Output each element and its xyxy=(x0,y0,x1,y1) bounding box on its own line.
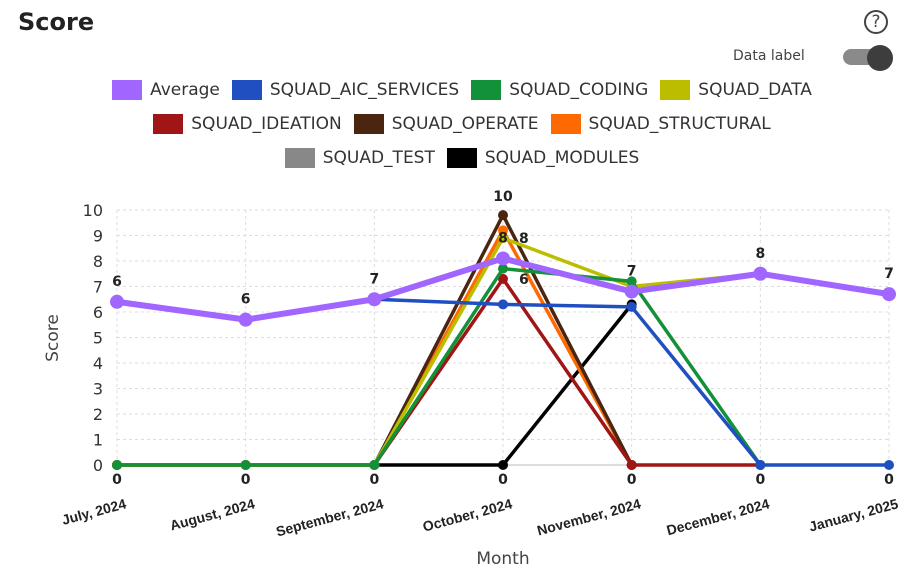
data-label: 7 xyxy=(884,266,894,282)
y-tick-label: 7 xyxy=(93,278,103,297)
legend-label: SQUAD_DATA xyxy=(698,80,812,100)
toggle-knob xyxy=(867,45,893,71)
legend-label: SQUAD_TEST xyxy=(322,148,435,168)
series-line-squad_ideation xyxy=(117,277,761,467)
legend-item[interactable]: SQUAD_AIC_SERVICES xyxy=(231,80,460,100)
zero-data-label: 0 xyxy=(112,472,122,488)
data-label-toggle[interactable] xyxy=(841,45,893,71)
data-point xyxy=(369,460,380,470)
data-point xyxy=(626,276,637,287)
chart-title: Score xyxy=(18,8,95,36)
data-point xyxy=(112,460,122,470)
legend-item[interactable]: SQUAD_STRUCTURAL xyxy=(550,114,771,134)
legend-label: SQUAD_OPERATE xyxy=(391,114,539,134)
data-label: 8 xyxy=(519,231,529,247)
legend-swatch xyxy=(471,80,502,100)
x-tick-label: December, 2024 xyxy=(665,495,772,538)
zero-data-label: 0 xyxy=(755,472,765,488)
data-label: 10 xyxy=(493,189,513,205)
legend-swatch xyxy=(353,114,384,134)
y-tick-label: 2 xyxy=(93,405,103,424)
legend-item[interactable]: SQUAD_OPERATE xyxy=(353,114,539,134)
legend-swatch xyxy=(112,80,143,100)
help-icon[interactable]: ? xyxy=(864,10,888,34)
legend-item[interactable]: Average xyxy=(112,80,220,100)
data-point xyxy=(498,273,508,284)
data-point xyxy=(496,251,510,266)
legend-label: SQUAD_AIC_SERVICES xyxy=(269,80,460,100)
legend-label: Average xyxy=(150,80,220,100)
legend-label: SQUAD_MODULES xyxy=(484,148,640,168)
legend-item[interactable]: SQUAD_CODING xyxy=(471,80,648,100)
x-tick-label: October, 2024 xyxy=(421,495,514,534)
legend-row-2: SQUAD_IDEATION SQUAD_OPERATE SQUAD_STRUCTU… xyxy=(0,114,924,134)
y-tick-label: 1 xyxy=(93,431,103,450)
data-point xyxy=(498,299,508,310)
y-tick-label: 0 xyxy=(93,456,103,475)
data-point xyxy=(238,312,253,327)
data-point xyxy=(624,284,639,299)
data-label: 7 xyxy=(369,271,379,287)
y-tick-label: 5 xyxy=(93,329,103,348)
data-point xyxy=(498,225,508,236)
legend-row-1: Average SQUAD_AIC_SERVICES SQUAD_CODING SQU… xyxy=(0,80,924,100)
data-point xyxy=(626,301,637,312)
legend-swatch xyxy=(153,114,184,134)
legend-label: SQUAD_STRUCTURAL xyxy=(588,114,771,134)
data-label: 6 xyxy=(241,292,251,308)
series-line-squad_coding xyxy=(117,266,762,467)
y-tick-label: 6 xyxy=(93,303,103,322)
y-tick-label: 9 xyxy=(93,227,103,246)
legend-item[interactable]: SQUAD_DATA xyxy=(660,80,812,100)
x-tick-label: September, 2024 xyxy=(274,495,385,539)
zero-data-label: 0 xyxy=(498,472,508,488)
y-axis-title: Score xyxy=(43,314,63,362)
data-point xyxy=(755,460,766,470)
legend-label: SQUAD_CODING xyxy=(509,80,649,100)
legend-label: SQUAD_IDEATION xyxy=(191,114,342,134)
data-point xyxy=(240,460,251,470)
data-label-text: Data label xyxy=(733,48,805,64)
data-point xyxy=(498,460,508,470)
x-tick-label: November, 2024 xyxy=(535,495,642,538)
x-tick-label: January, 2025 xyxy=(807,495,900,534)
zero-data-label: 0 xyxy=(241,472,251,488)
legend-row-3: SQUAD_TEST SQUAD_MODULES xyxy=(0,148,924,168)
data-point xyxy=(498,233,508,244)
legend-swatch xyxy=(660,80,691,100)
series-line-squad_data xyxy=(117,236,761,467)
legend-swatch xyxy=(284,148,315,168)
x-tick-label: July, 2024 xyxy=(60,495,128,528)
data-label: 6 xyxy=(112,274,122,290)
zero-data-label: 0 xyxy=(627,472,637,488)
data-point xyxy=(753,266,768,281)
x-tick-label: August, 2024 xyxy=(168,495,257,533)
data-label: 6 xyxy=(519,272,529,288)
y-tick-label: 4 xyxy=(93,354,103,373)
data-point xyxy=(367,292,382,307)
y-tick-label: 10 xyxy=(83,201,103,220)
legend-swatch xyxy=(550,114,581,134)
y-tick-label: 8 xyxy=(93,252,103,271)
data-point xyxy=(110,294,124,309)
data-point xyxy=(626,460,637,470)
data-point xyxy=(498,210,508,221)
legend-item[interactable]: SQUAD_IDEATION xyxy=(153,114,342,134)
zero-data-label: 0 xyxy=(369,472,379,488)
zero-data-label: 0 xyxy=(884,472,894,488)
x-axis-title: Month xyxy=(476,549,529,569)
legend-swatch xyxy=(231,80,262,100)
data-point xyxy=(882,287,896,302)
data-point xyxy=(884,460,894,470)
data-label: 8 xyxy=(755,246,765,262)
legend-item[interactable]: SQUAD_TEST xyxy=(284,148,435,168)
legend-item[interactable]: SQUAD_MODULES xyxy=(446,148,640,168)
data-point xyxy=(498,263,508,274)
data-label: 8 xyxy=(498,230,508,246)
y-tick-label: 3 xyxy=(93,380,103,399)
legend-swatch xyxy=(446,148,477,168)
data-label: 7 xyxy=(627,264,637,280)
